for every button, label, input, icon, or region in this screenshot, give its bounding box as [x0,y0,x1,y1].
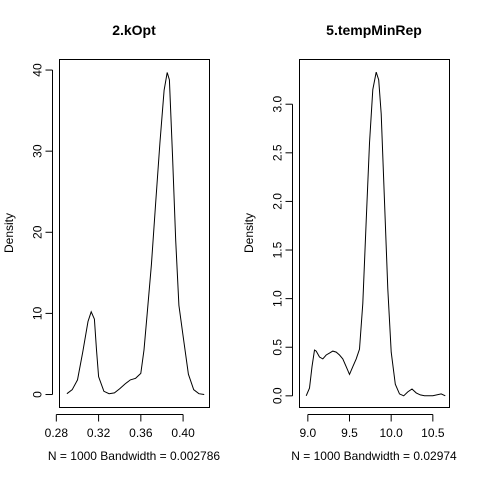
x-axis-label: N = 1000 Bandwidth = 0.02974 [291,449,457,463]
x-tick-label: 0.32 [87,426,111,440]
y-tick-label: 20 [31,225,45,239]
panel-kopt: 2.kOpt N = 1000 Bandwidth = 0.002786 Den… [2,22,220,463]
x-tick-label: 9.0 [299,426,316,440]
x-tick-label: 0.36 [129,426,153,440]
y-axis-label: Density [242,213,256,253]
plot-box [59,59,210,408]
x-tick-label: 0.40 [171,426,195,440]
y-axis-label: Density [2,213,16,253]
x-tick-label: 10.5 [421,426,445,440]
y-tick-label: 40 [31,63,45,77]
y-tick-label: 2.0 [271,193,285,210]
y-tick-label: 0.5 [271,339,285,356]
y-tick-label: 1.5 [271,241,285,258]
y-tick-label: 2.5 [271,144,285,161]
density-curve [305,71,446,397]
y-tick-label: 10 [31,306,45,320]
chart-title: 5.tempMinRep [326,22,422,38]
y-tick-label: 30 [31,144,45,158]
plot-box [299,59,450,408]
y-tick-label: 0 [31,391,45,398]
x-tick-label: 9.5 [341,426,358,440]
y-tick-label: 0.0 [271,387,285,404]
panel-tempminrep: 5.tempMinRep N = 1000 Bandwidth = 0.0297… [242,22,457,463]
density-curve [66,72,205,395]
x-axis-label: N = 1000 Bandwidth = 0.002786 [48,449,220,463]
x-tick-label: 10.0 [379,426,403,440]
x-tick-label: 0.28 [45,426,69,440]
chart-title: 2.kOpt [112,22,156,38]
y-tick-label: 1.0 [271,290,285,307]
y-tick-label: 3.0 [271,96,285,113]
